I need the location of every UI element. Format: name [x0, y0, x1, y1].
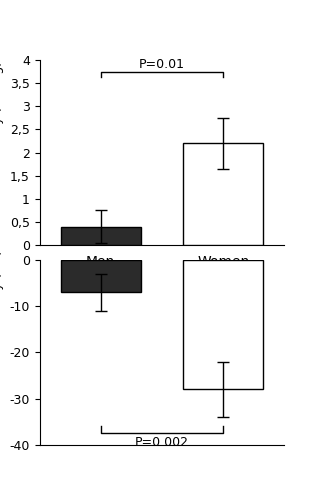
Y-axis label: Delta RR interval variability (ms): Delta RR interval variability (ms)	[0, 250, 4, 455]
Y-axis label: Delta SBP variability (mmHg): Delta SBP variability (mmHg)	[0, 61, 4, 244]
Text: P=0.01: P=0.01	[139, 58, 185, 70]
Bar	[183, 144, 263, 245]
Text: P=0.002: P=0.002	[135, 436, 189, 448]
Bar	[61, 226, 141, 245]
Bar	[183, 260, 263, 390]
Bar	[61, 260, 141, 292]
